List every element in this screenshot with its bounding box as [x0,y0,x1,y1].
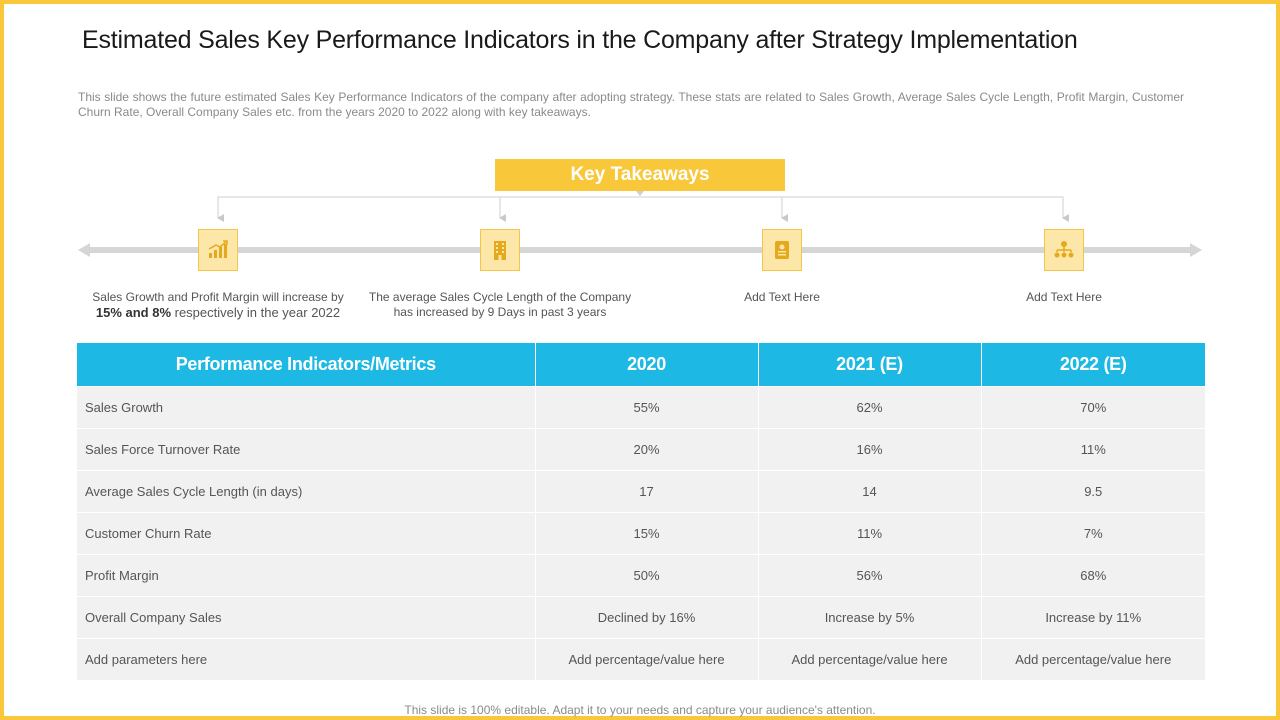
takeaway-1-line1: Sales Growth and Profit Margin will incr… [92,290,344,304]
takeaway-1-line2: respectively in the year 2022 [171,305,341,320]
value-cell: 11% [757,512,981,555]
table-row: Sales Force Turnover Rate 20% 16% 11% [77,428,1205,471]
value-cell: Add percentage/value here [534,638,758,680]
header-2022: 2022 (E) [980,343,1205,387]
header-metric: Performance Indicators/Metrics [77,343,535,387]
metric-cell: Add parameters here [77,638,535,680]
org-chart-icon [1054,241,1074,258]
value-cell: 17 [534,470,758,513]
metric-cell: Sales Force Turnover Rate [77,428,535,471]
metric-cell: Average Sales Cycle Length (in days) [77,470,535,513]
growth-chart-icon [208,240,228,258]
header-2021: 2021 (E) [757,343,981,387]
metric-cell: Customer Churn Rate [77,512,535,555]
metric-cell: Sales Growth [77,386,535,429]
value-cell: 62% [757,386,981,429]
id-card-icon [775,241,789,259]
metric-cell: Overall Company Sales [77,596,535,639]
table-row: Customer Churn Rate 15% 11% 7% [77,512,1205,555]
value-cell: Increase by 5% [757,596,981,639]
value-cell: Increase by 11% [980,596,1205,639]
value-cell: 11% [980,428,1205,471]
takeaway-2-text: The average Sales Cycle Length of the Co… [355,290,645,320]
takeaway-3-text: Add Text Here [744,290,820,304]
takeaway-2-line1: The average Sales Cycle Length of the Co… [368,290,632,304]
value-cell: 16% [757,428,981,471]
value-cell: 56% [757,554,981,597]
takeaway-3-icon-box [762,229,802,271]
table-row: Add parameters here Add percentage/value… [77,638,1205,680]
takeaway-2-line2: has increased by 9 Days in past 3 years [393,305,607,319]
takeaway-2-icon-box [480,229,520,271]
value-cell: 55% [534,386,758,429]
metric-cell: Profit Margin [77,554,535,597]
value-cell: 68% [980,554,1205,597]
slide-description: This slide shows the future estimated Sa… [78,90,1184,119]
building-icon [494,241,506,260]
takeaway-1-highlight: 15% and 8% [95,305,172,320]
takeaway-4-icon-box [1044,229,1084,271]
key-takeaways-heading: Key Takeaways [495,159,785,191]
value-cell: Add percentage/value here [757,638,981,680]
table-row: Sales Growth 55% 62% 70% [77,386,1205,429]
kpi-table: Performance Indicators/Metrics 2020 2021… [77,343,1205,680]
table-row: Average Sales Cycle Length (in days) 17 … [77,470,1205,513]
value-cell: Declined by 16% [534,596,758,639]
slide-title: Estimated Sales Key Performance Indicato… [82,26,1078,54]
takeaway-1-icon-box [198,229,238,271]
value-cell: 7% [980,512,1205,555]
value-cell: Add percentage/value here [980,638,1205,680]
value-cell: 14 [757,470,981,513]
takeaway-1-text: Sales Growth and Profit Margin will incr… [73,290,363,321]
takeaway-4-text: Add Text Here [1026,290,1102,304]
takeaways-connectors [78,191,1202,257]
value-cell: 70% [980,386,1205,429]
value-cell: 50% [534,554,758,597]
kpi-table-header-row: Performance Indicators/Metrics 2020 2021… [77,343,1205,387]
header-2020: 2020 [534,343,758,387]
value-cell: 15% [534,512,758,555]
value-cell: 9.5 [980,470,1205,513]
value-cell: 20% [534,428,758,471]
footer-note: This slide is 100% editable. Adapt it to… [404,703,876,717]
table-row: Overall Company Sales Declined by 16% In… [77,596,1205,639]
table-row: Profit Margin 50% 56% 68% [77,554,1205,597]
